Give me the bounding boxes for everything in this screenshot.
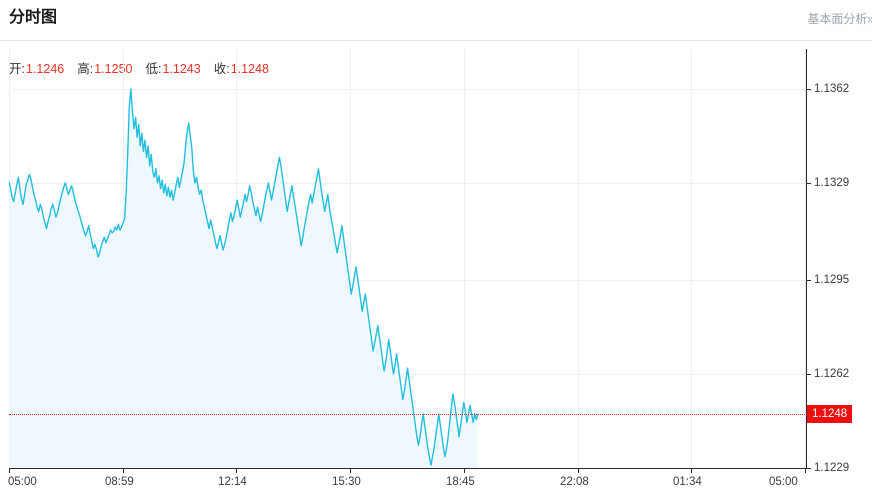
gridline-vertical <box>578 49 579 468</box>
current-price-line <box>9 413 807 415</box>
gridline-horizontal <box>9 183 806 184</box>
chart-plot-area[interactable] <box>9 49 806 469</box>
y-axis-tick <box>807 280 811 281</box>
x-axis-label: 22:08 <box>560 476 589 488</box>
ohlc-high-value: 1.1250 <box>94 62 133 76</box>
x-axis-line <box>9 468 807 469</box>
ohlc-close: 收 : 1.1248 <box>214 62 269 76</box>
y-axis-label: 1.1229 <box>814 462 850 474</box>
y-axis-label: 1.1295 <box>814 274 850 286</box>
x-axis-tick <box>805 469 806 473</box>
ohlc-open: 开 : 1.1246 <box>9 62 64 76</box>
y-axis-label: 1.1262 <box>814 368 850 380</box>
x-axis-tick <box>578 469 579 473</box>
ohlc-low-sep: : <box>157 62 162 76</box>
gridline-vertical <box>691 49 692 468</box>
ohlc-high: 高 : 1.1250 <box>77 62 132 76</box>
x-axis-label: 01:34 <box>673 476 702 488</box>
ohlc-close-sep: : <box>226 62 230 76</box>
x-axis-tick <box>691 469 692 473</box>
chart-header: 分时图 基本面分析» <box>0 0 872 41</box>
ohlc-close-value: 1.1248 <box>230 62 269 76</box>
x-axis-tick <box>123 469 124 473</box>
gridline-vertical <box>464 49 465 468</box>
x-axis-label: 05:00 <box>769 476 798 488</box>
ohlc-close-label: 收 <box>213 62 227 76</box>
fundamental-analysis-link[interactable]: 基本面分析» <box>807 12 872 26</box>
ohlc-high-label: 高 <box>77 62 90 76</box>
price-series-svg <box>9 88 479 468</box>
x-axis-label: 08:59 <box>105 476 134 488</box>
x-axis-label: 05:00 <box>8 476 37 488</box>
y-axis-line <box>806 49 807 468</box>
ohlc-high-sep: : <box>89 62 94 76</box>
ohlc-low-label: 低 <box>145 62 158 76</box>
gridline-vertical <box>350 49 351 468</box>
y-axis-tick <box>807 374 811 375</box>
y-axis-tick <box>807 89 811 90</box>
price-line-path <box>9 88 479 466</box>
price-area-fill <box>9 88 478 468</box>
current-price-badge: 1.1248 <box>807 405 853 423</box>
gridline-vertical <box>805 49 806 468</box>
ohlc-open-label: 开 <box>9 62 22 76</box>
x-axis-label: 18:45 <box>446 476 475 488</box>
ohlc-open-sep: : <box>21 62 25 76</box>
gridline-horizontal <box>9 89 806 90</box>
y-axis-tick <box>807 183 811 184</box>
y-axis-label: 1.1329 <box>814 177 850 189</box>
ohlc-info-bar: 开 : 1.1246 高 : 1.1250 低 : 1.1243 收 : 1.1… <box>9 55 269 83</box>
x-axis-label: 15:30 <box>332 476 361 488</box>
y-axis-tick <box>807 468 811 469</box>
y-axis-label: 1.1362 <box>814 83 850 95</box>
ohlc-open-value: 1.1246 <box>26 62 65 76</box>
gridline-horizontal <box>9 280 806 281</box>
x-axis-tick <box>9 469 10 473</box>
x-axis-label: 12:14 <box>218 476 247 488</box>
x-axis-tick <box>236 469 237 473</box>
ohlc-low-value: 1.1243 <box>162 62 201 76</box>
x-axis-tick <box>464 469 465 473</box>
page-title: 分时图 <box>9 9 58 26</box>
x-axis-tick <box>350 469 351 473</box>
ohlc-low: 低 : 1.1243 <box>145 62 200 76</box>
